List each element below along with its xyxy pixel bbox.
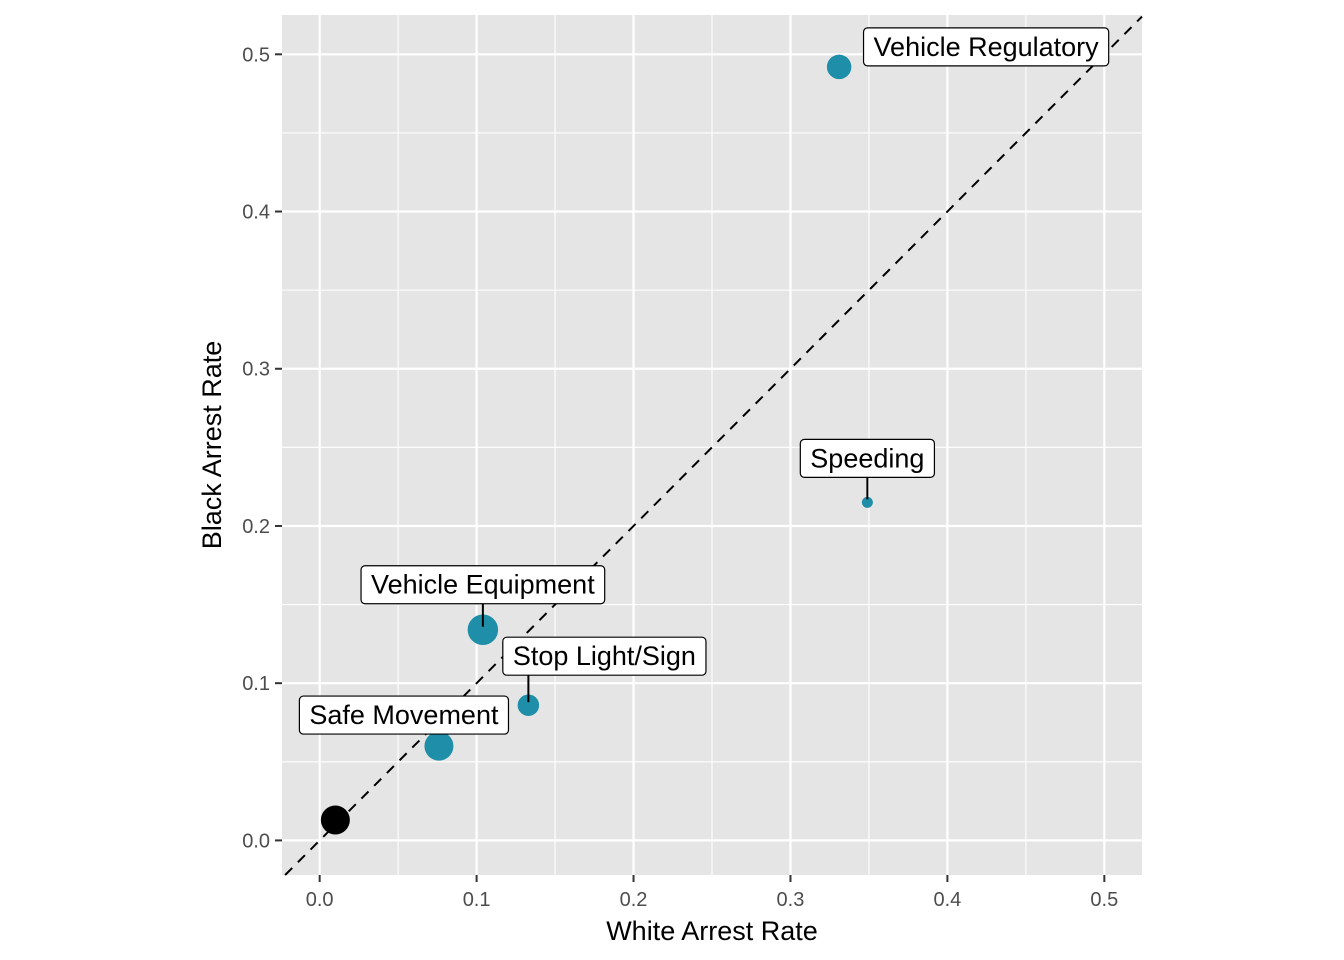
minor-gridlines [282,15,1142,875]
label-box [799,438,936,478]
label-text: Stop Light/Sign [513,641,696,671]
label-text: Vehicle Regulatory [874,32,1100,62]
point-labels: Vehicle Regulatory Speeding Vehicle Equipm… [298,27,1110,735]
point-label: Vehicle Equipment [360,565,606,627]
x-axis-ticks: 0.0 0.1 0.2 0.3 0.4 0.5 [306,875,1118,911]
x-tick-label: 0.5 [1090,889,1118,911]
data-point [424,731,454,761]
point-label: Speeding [799,438,936,500]
data-point [826,54,852,80]
x-tick-label: 0.1 [463,889,491,911]
x-tick-label: 0.0 [306,889,334,911]
point-label: Safe Movement [298,695,510,735]
y-tick-label: 0.0 [242,830,270,852]
x-tick-label: 0.2 [620,889,648,911]
point-label: Vehicle Regulatory [862,27,1110,67]
x-tick-label: 0.4 [933,889,961,911]
x-axis-title: White Arrest Rate [606,916,818,946]
data-point [861,496,873,508]
y-tick-label: 0.1 [242,673,270,695]
y-tick-label: 0.3 [242,359,270,381]
label-box [360,565,606,605]
label-text: Safe Movement [309,700,499,730]
label-text: Speeding [810,443,924,473]
label-text: Vehicle Equipment [371,570,595,600]
label-box [298,695,510,735]
data-point [517,694,540,716]
data-point [467,614,499,645]
label-box [862,27,1110,67]
x-tick-label: 0.3 [777,889,805,911]
label-box [502,636,707,676]
data-points [320,54,873,835]
y-tick-label: 0.4 [242,202,270,224]
y-axis-ticks: 0.0 0.1 0.2 0.3 0.4 0.5 [242,44,282,852]
y-tick-label: 0.2 [242,516,270,538]
y-axis-title: Black Arrest Rate [197,341,227,550]
y-tick-label: 0.5 [242,44,270,66]
point-label: Stop Light/Sign [502,636,707,703]
data-point [320,805,350,835]
